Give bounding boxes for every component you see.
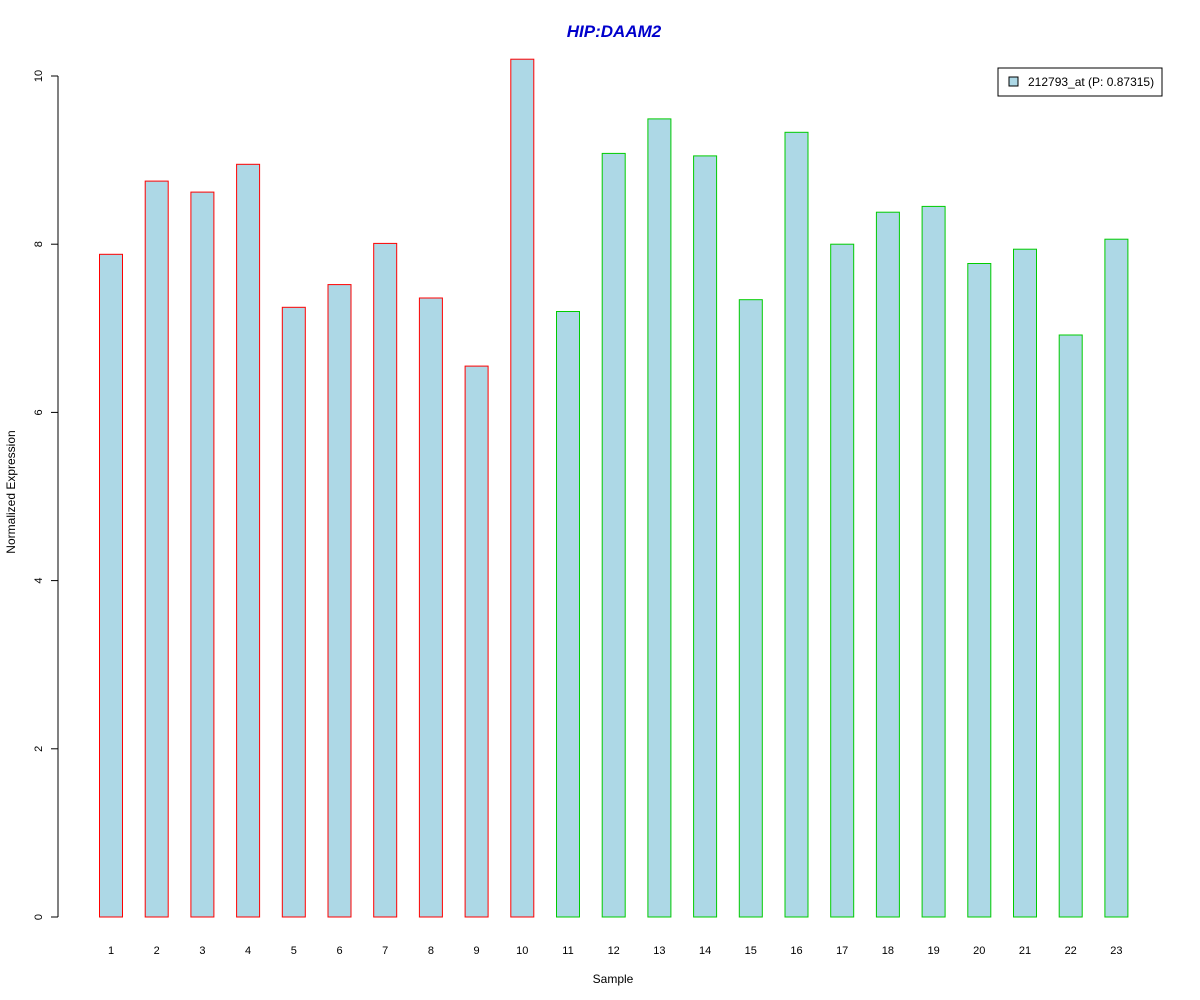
chart-title: HIP:DAAM2	[567, 22, 662, 41]
legend-box	[997, 67, 1163, 97]
y-tick-label: 6	[33, 409, 45, 415]
x-tick-label: 15	[745, 945, 757, 957]
bar-sample-4	[236, 163, 261, 918]
y-axis-label: Normalized Expression	[4, 430, 18, 553]
bars-group	[99, 58, 1129, 918]
bar-sample-13	[647, 118, 672, 918]
bar-sample-1	[99, 253, 123, 918]
legend-swatch	[1008, 76, 1019, 87]
x-tick-label: 2	[154, 945, 160, 957]
bar-sample-5	[281, 306, 306, 918]
x-axis-label: Sample	[593, 972, 634, 986]
bar-sample-8	[418, 297, 443, 918]
x-tick-label: 12	[608, 945, 620, 957]
bar-sample-22	[1058, 334, 1083, 918]
bar-sample-14	[693, 155, 718, 918]
x-tick-label: 21	[1019, 945, 1031, 957]
bar-sample-21	[1013, 248, 1037, 918]
bar-sample-3	[190, 191, 215, 918]
y-axis: 0 2 4 6 8 10	[33, 70, 59, 920]
y-tick-label: 8	[33, 241, 45, 247]
bar-sample-19	[921, 205, 946, 918]
bar-sample-18	[875, 211, 900, 918]
y-tick-label: 4	[33, 578, 45, 584]
x-tick-labels: 1 2 3 4 5 6 7 8 9 10 11 12 13 14 15 16 17 18 19 20 21 22 23	[108, 945, 1123, 957]
x-tick-label: 19	[927, 945, 939, 957]
x-tick-label: 10	[516, 945, 528, 957]
x-tick-label: 9	[474, 945, 480, 957]
y-tick-label: 0	[33, 914, 45, 920]
bar-sample-2	[144, 180, 169, 918]
x-tick-label: 7	[382, 945, 388, 957]
bar-sample-12	[601, 152, 626, 918]
x-tick-label: 1	[108, 945, 114, 957]
x-tick-label: 3	[199, 945, 205, 957]
bar-sample-7	[373, 242, 398, 918]
legend: 212793_at (P: 0.87315)	[997, 67, 1163, 97]
bar-sample-16	[784, 131, 809, 918]
x-tick-label: 22	[1065, 945, 1077, 957]
bar-sample-15	[738, 299, 763, 918]
bar-sample-10	[510, 58, 535, 918]
bar-sample-9	[464, 365, 489, 918]
bar-sample-23	[1104, 238, 1129, 918]
x-tick-label: 5	[291, 945, 297, 957]
x-tick-label: 4	[245, 945, 251, 957]
x-tick-label: 18	[882, 945, 894, 957]
y-tick-label: 2	[33, 746, 45, 752]
legend-label: 212793_at (P: 0.87315)	[1028, 75, 1154, 89]
x-tick-label: 13	[653, 945, 665, 957]
bar-sample-17	[830, 243, 855, 918]
bar-sample-11	[556, 311, 580, 918]
x-tick-label: 17	[836, 945, 848, 957]
bar-sample-20	[967, 263, 992, 918]
x-tick-label: 11	[562, 945, 573, 957]
y-tick-label: 10	[33, 70, 45, 82]
x-tick-label: 6	[336, 945, 342, 957]
x-tick-label: 20	[973, 945, 985, 957]
x-tick-label: 16	[790, 945, 802, 957]
x-tick-label: 23	[1110, 945, 1122, 957]
x-tick-label: 14	[699, 945, 711, 957]
bar-sample-6	[327, 284, 352, 918]
x-tick-label: 8	[428, 945, 434, 957]
